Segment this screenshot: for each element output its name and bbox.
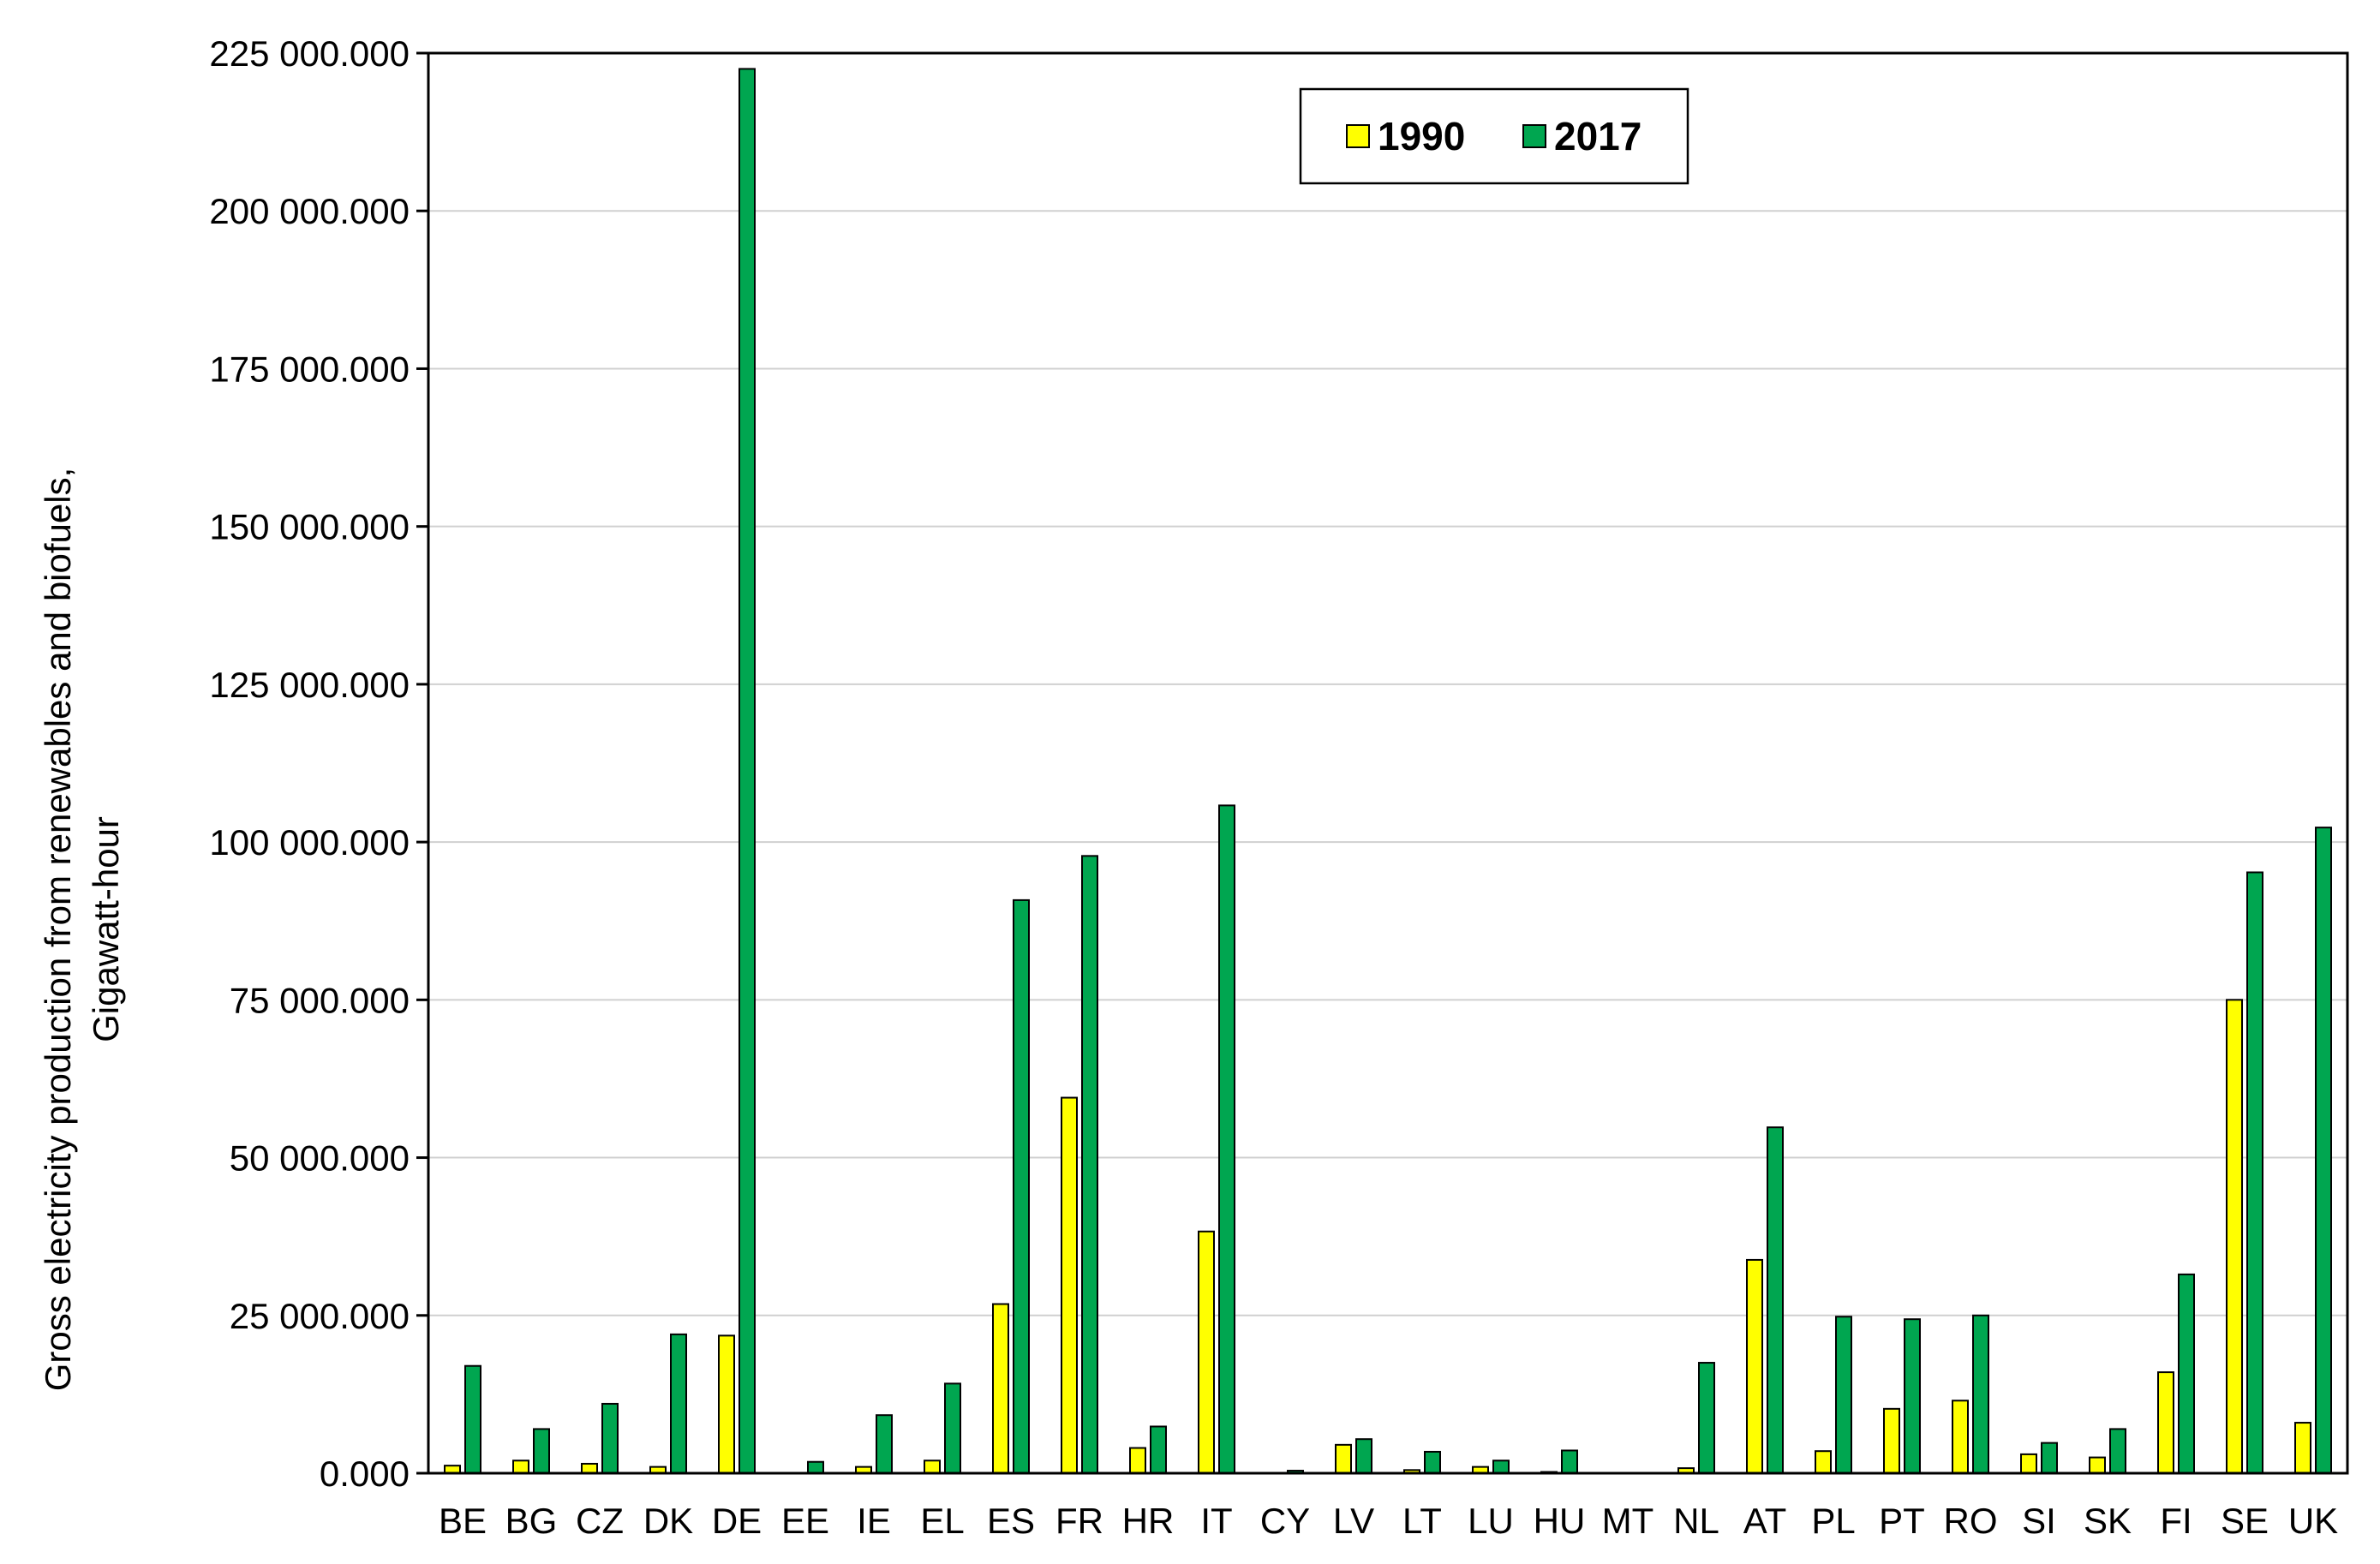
bar-2017-PT — [1904, 1318, 1921, 1474]
x-tick-label: FR — [1055, 1501, 1103, 1541]
x-tick-label: RO — [1944, 1501, 1998, 1541]
bar-1990-EL — [924, 1460, 941, 1474]
x-tick-label: SK — [2084, 1501, 2132, 1541]
x-tick-label: HR — [1122, 1501, 1175, 1541]
bar-2017-UK — [2315, 827, 2332, 1474]
bar-1990-BG — [512, 1460, 529, 1474]
bar-2017-HU — [1561, 1449, 1578, 1475]
x-tick-label: BG — [505, 1501, 558, 1541]
legend-label-2017: 2017 — [1554, 114, 1641, 158]
bar-1990-UK — [2294, 1422, 2311, 1474]
bar-2017-CZ — [601, 1402, 619, 1475]
x-tick-label: NL — [1673, 1501, 1719, 1541]
bar-1990-FI — [2157, 1371, 2174, 1474]
bar-2017-NL — [1698, 1362, 1715, 1474]
x-tick-label: CY — [1260, 1501, 1310, 1541]
x-tick-label: LU — [1468, 1501, 1514, 1541]
x-tick-label: EL — [920, 1501, 964, 1541]
x-tick-label: AT — [1743, 1501, 1787, 1541]
y-tick-label: 25 000.000 — [230, 1296, 410, 1336]
bar-1990-CZ — [581, 1462, 598, 1474]
y-tick-label: 150 000.000 — [209, 507, 410, 547]
bar-2017-EE — [807, 1460, 824, 1474]
bar-2017-DK — [670, 1333, 687, 1474]
y-axis-label-line1: Gross electricity production from renewa… — [38, 468, 78, 1392]
legend-swatch-2017 — [1522, 124, 1546, 148]
y-axis-label-line2: Gigawatt-hour — [86, 816, 126, 1042]
bar-1990-PT — [1883, 1407, 1900, 1474]
bar-2017-IE — [876, 1414, 893, 1474]
bar-2017-SI — [2041, 1442, 2058, 1474]
bar-1990-AT — [1746, 1258, 1763, 1474]
x-tick-label: LV — [1333, 1501, 1374, 1541]
y-tick-label: 175 000.000 — [209, 349, 410, 389]
bar-2017-HR — [1150, 1425, 1167, 1474]
bar-2017-FI — [2178, 1273, 2195, 1474]
bar-2017-BG — [533, 1428, 550, 1474]
x-tick-label: PL — [1811, 1501, 1855, 1541]
x-tick-label: BE — [439, 1501, 487, 1541]
bar-1990-SK — [2089, 1456, 2106, 1474]
bar-2017-BE — [464, 1364, 481, 1474]
bar-1990-SI — [2020, 1453, 2037, 1474]
y-tick-label: 75 000.000 — [230, 980, 410, 1020]
x-tick-label: CZ — [576, 1501, 624, 1541]
bar-2017-SK — [2109, 1428, 2126, 1474]
y-tick-label: 50 000.000 — [230, 1138, 410, 1179]
bar-1990-DE — [718, 1334, 735, 1475]
y-axis-ticks: 0.000 25 000.000 50 000.000 75 000.000 100 0… — [209, 33, 428, 1494]
x-tick-label: FI — [2160, 1501, 2192, 1541]
bar-2017-EL — [944, 1382, 961, 1475]
legend: 1990 2017 — [1299, 87, 1689, 185]
y-tick-label: 125 000.000 — [209, 665, 410, 705]
x-tick-label: UK — [2288, 1501, 2338, 1541]
x-tick-label: LT — [1402, 1501, 1442, 1541]
plot-area-frame — [427, 51, 2349, 1475]
x-axis-ticks: BE BG CZ DK DE EE IE EL ES FR HR IT CY LV LT LU HU MT NL AT… — [439, 1501, 2338, 1541]
bar-2017-IT — [1218, 804, 1235, 1474]
legend-label-1990: 1990 — [1378, 114, 1465, 158]
y-tick-label: 100 000.000 — [209, 822, 410, 863]
x-tick-label: HU — [1534, 1501, 1586, 1541]
bar-1990-FR — [1061, 1096, 1078, 1475]
x-tick-label: SE — [2221, 1501, 2269, 1541]
bar-2017-FR — [1081, 855, 1098, 1474]
x-tick-label: MT — [1602, 1501, 1654, 1541]
bar-1990-IT — [1198, 1230, 1215, 1475]
x-tick-label: DK — [643, 1501, 693, 1541]
x-tick-label: ES — [987, 1501, 1035, 1541]
bar-1990-RO — [1952, 1400, 1969, 1475]
bar-2017-LU — [1492, 1460, 1510, 1474]
bar-2017-RO — [1972, 1314, 1989, 1475]
bar-2017-AT — [1767, 1126, 1784, 1475]
bar-2017-ES — [1013, 898, 1030, 1474]
y-tick-label: 225 000.000 — [209, 33, 410, 74]
x-tick-label: PT — [1879, 1501, 1925, 1541]
x-tick-label: DE — [712, 1501, 762, 1541]
bar-1990-LV — [1335, 1443, 1352, 1474]
y-tick-label: 200 000.000 — [209, 191, 410, 231]
bar-1990-PL — [1815, 1450, 1832, 1474]
legend-swatch-1990 — [1346, 124, 1370, 148]
x-tick-label: IE — [857, 1501, 891, 1541]
bar-2017-LV — [1355, 1438, 1372, 1475]
bar-2017-SE — [2246, 871, 2263, 1474]
x-tick-label: IT — [1200, 1501, 1232, 1541]
bar-1990-ES — [992, 1303, 1009, 1475]
bars — [444, 68, 2332, 1475]
x-tick-label: SI — [2022, 1501, 2056, 1541]
bar-1990-HR — [1129, 1447, 1146, 1474]
bar-2017-PL — [1835, 1316, 1852, 1475]
bar-2017-LT — [1424, 1450, 1441, 1475]
x-tick-label: EE — [781, 1501, 829, 1541]
bar-2017-DE — [739, 68, 756, 1474]
y-tick-label: 0.000 — [320, 1454, 410, 1494]
bar-1990-SE — [2226, 999, 2243, 1475]
gridlines — [428, 210, 2347, 1316]
